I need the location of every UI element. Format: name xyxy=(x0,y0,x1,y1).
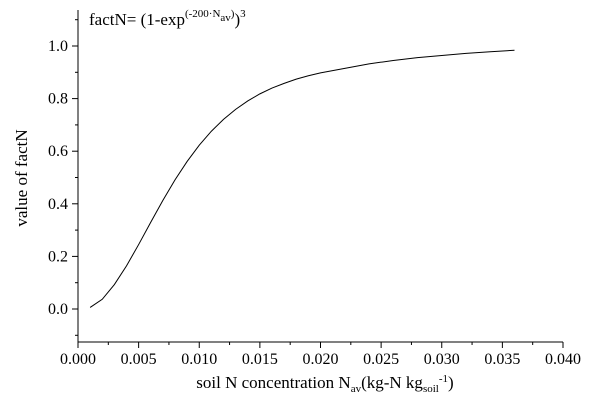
x-tick-label: 0.020 xyxy=(303,351,339,368)
x-tick-label: 0.035 xyxy=(484,351,520,368)
y-tick-label: 0.6 xyxy=(48,143,68,160)
y-tick-label: 0.8 xyxy=(48,91,68,108)
formula-annotation: factN= (1-exp(-200·Nav))3 xyxy=(89,8,246,29)
x-tick-label: 0.005 xyxy=(121,351,157,368)
y-ticks: 0.0 0.2 0.4 0.6 0.8 1.0 xyxy=(48,19,78,336)
x-tick-label: 0.010 xyxy=(181,351,217,368)
x-axis-title: soil N concentration Nav(kg-N kgsoil-1) xyxy=(196,373,453,393)
axes xyxy=(77,10,563,343)
series-line xyxy=(89,49,515,308)
y-tick-label: 0.2 xyxy=(48,248,68,265)
y-tick-label: 0.0 xyxy=(48,301,68,318)
y-axis-title: value of factN xyxy=(12,129,31,226)
x-tick-label: 0.015 xyxy=(242,351,278,368)
x-tick-label: 0.000 xyxy=(60,351,96,368)
x-tick-label: 0.030 xyxy=(424,351,460,368)
x-tick-label: 0.040 xyxy=(545,351,581,368)
y-tick-label: 1.0 xyxy=(48,38,68,55)
y-tick-label: 0.4 xyxy=(48,196,68,213)
x-tick-label: 0.025 xyxy=(363,351,399,368)
x-ticks: 0.000 0.005 0.010 0.015 0.020 0.025 0.030 0.035… xyxy=(60,342,581,368)
